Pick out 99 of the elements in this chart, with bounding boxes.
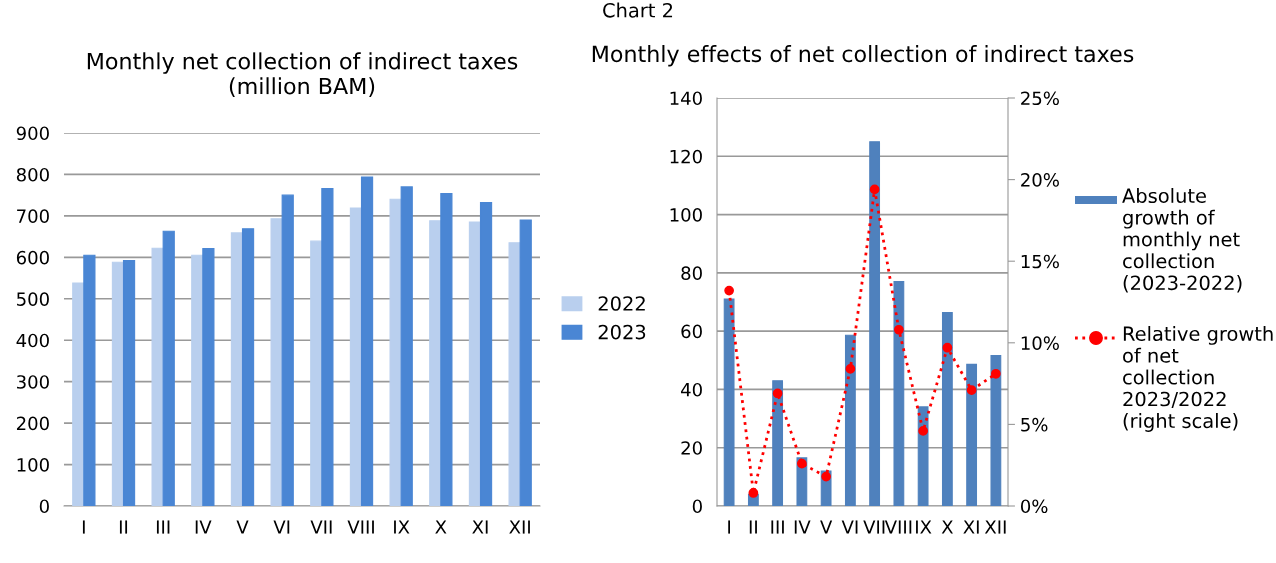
y-tick-label: 120 <box>670 149 702 164</box>
bar <box>508 242 521 506</box>
bar <box>202 248 215 506</box>
bar <box>151 247 164 506</box>
x-tick-label: XII <box>509 520 530 534</box>
legend-label: 2023 <box>598 324 646 340</box>
point <box>772 388 783 399</box>
bar <box>310 240 323 506</box>
x-tick-label: XII <box>984 520 1006 534</box>
y2-tick-label: 0% <box>1021 499 1048 514</box>
x-tick-label: XI <box>472 520 488 534</box>
y-tick-label: 60 <box>681 324 702 339</box>
x-tick-label: VI <box>273 520 290 534</box>
legend-label: Absolute growth of monthly net collection (2023-2022) <box>1122 188 1242 293</box>
y-tick-label: 300 <box>17 375 49 389</box>
point <box>918 426 928 436</box>
bar <box>360 176 374 506</box>
bar <box>281 194 294 506</box>
x-tick-label: VI <box>841 520 858 534</box>
bar <box>990 355 1002 506</box>
chart-title: Monthly effects of net collection of indirect taxes <box>592 45 1134 67</box>
y-tick-label: 100 <box>670 208 702 222</box>
bar <box>191 254 204 506</box>
y-tick-label: 80 <box>681 266 702 280</box>
bar <box>230 232 244 506</box>
bar <box>519 219 532 506</box>
x-tick-label: VII <box>310 520 332 534</box>
legend-label: 2022 <box>598 296 645 311</box>
bar <box>869 141 881 506</box>
x-tick-label: IX <box>916 520 932 534</box>
y-tick-label: 200 <box>16 416 49 431</box>
x-tick-label: I <box>728 520 731 534</box>
chart-title: Monthly net collection of indirect taxes (million BAM) <box>87 52 518 98</box>
x-tick-label: II <box>119 520 128 534</box>
x-tick-label: IX <box>394 520 410 534</box>
y-tick-label: 700 <box>17 209 49 224</box>
x-tick-label: V <box>820 520 833 534</box>
point <box>991 368 1001 379</box>
bar <box>844 334 856 506</box>
caption: Chart 2 <box>603 2 673 18</box>
bar <box>349 207 363 506</box>
point <box>966 385 977 395</box>
bar <box>468 221 482 506</box>
x-tick-label: V <box>236 520 249 534</box>
point <box>748 488 759 498</box>
bar <box>966 363 978 506</box>
x-tick-label: VII <box>863 520 885 534</box>
x-tick-label: I <box>82 520 85 534</box>
bar <box>389 198 402 506</box>
y-tick-label: 500 <box>17 292 49 306</box>
bar <box>241 228 255 506</box>
bar <box>111 261 125 506</box>
y-tick-label: 0 <box>39 499 49 514</box>
bar <box>321 187 334 506</box>
point <box>797 458 807 469</box>
point <box>942 342 953 353</box>
point <box>724 285 734 296</box>
x-tick-label: III <box>156 520 170 534</box>
bar <box>400 186 413 506</box>
legend-label: Relative growth of net collection 2023/2022 (right scale) <box>1123 326 1273 432</box>
x-tick-label: X <box>941 520 953 534</box>
x-tick-label: IV <box>794 520 811 534</box>
y-tick-label: 40 <box>681 382 702 397</box>
bar <box>270 218 283 506</box>
y2-tick-label: 5% <box>1021 417 1048 432</box>
bar <box>723 298 735 506</box>
y-tick-label: 140 <box>670 91 702 106</box>
bar <box>72 282 85 506</box>
y-tick-label: 20 <box>681 441 702 455</box>
bar <box>162 230 175 506</box>
y2-tick-label: 10% <box>1021 336 1059 350</box>
y2-tick-label: 20% <box>1021 173 1059 187</box>
x-tick-label: VIII <box>347 520 374 534</box>
bar <box>772 380 784 506</box>
point <box>845 364 856 374</box>
bar <box>429 220 442 506</box>
x-tick-label: III <box>771 520 784 534</box>
y-tick-label: 600 <box>16 250 49 265</box>
x-tick-label: VIII <box>884 520 912 534</box>
y-tick-label: 400 <box>16 333 49 348</box>
bar <box>479 202 493 506</box>
bar <box>440 192 453 506</box>
x-tick-label: II <box>749 520 757 534</box>
point <box>894 324 904 335</box>
y-tick-label: 800 <box>16 167 49 182</box>
x-tick-label: X <box>435 520 447 534</box>
point <box>869 184 880 195</box>
point <box>821 471 831 482</box>
bar <box>941 311 953 506</box>
y-tick-label: 900 <box>16 126 49 141</box>
bar <box>83 254 96 506</box>
y-tick-label: 0 <box>692 499 702 514</box>
bar <box>122 260 136 506</box>
y2-tick-label: 25% <box>1021 91 1059 106</box>
y-tick-label: 100 <box>17 458 49 472</box>
bar <box>893 281 905 506</box>
x-tick-label: XI <box>963 520 979 534</box>
y2-tick-label: 15% <box>1021 254 1059 269</box>
x-tick-label: IV <box>195 520 212 534</box>
